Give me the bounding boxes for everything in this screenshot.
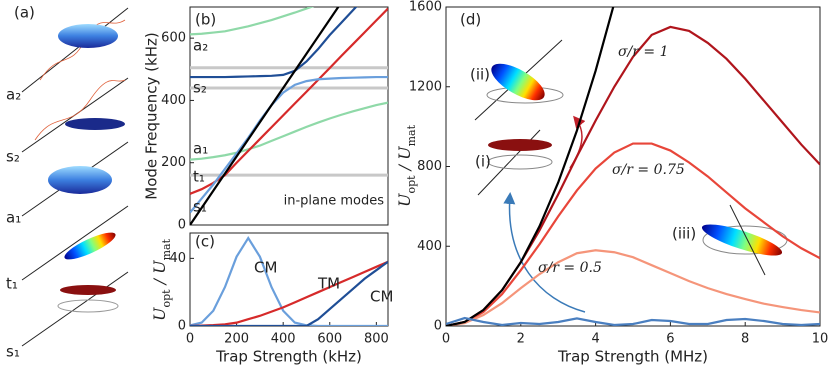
y-tick-label: 200 xyxy=(161,155,186,170)
series-label: CM xyxy=(370,288,393,306)
series-line xyxy=(190,75,388,214)
y-tick-label: 0 xyxy=(434,319,442,334)
mode-illustrations xyxy=(21,7,129,347)
series-label: σ/r = 0.75 xyxy=(612,162,685,178)
y-axis-label: Uopt / Umat xyxy=(395,124,418,207)
x-tick-label: 2 xyxy=(517,332,525,347)
y-axis-label-part: U xyxy=(150,307,169,321)
panel-label: (c) xyxy=(195,233,215,251)
series-label: s₂ xyxy=(193,79,207,97)
series-line xyxy=(190,7,358,79)
series-label: a₂ xyxy=(193,37,208,55)
mode-label: a₂ xyxy=(6,86,21,104)
series-line xyxy=(190,7,340,225)
series-line xyxy=(190,7,388,195)
series-line xyxy=(446,316,820,326)
series-label: TM xyxy=(317,275,340,293)
inset-label: (ii) xyxy=(470,66,490,84)
mode-label: s₂ xyxy=(6,148,20,166)
inset-label: (iii) xyxy=(672,225,696,243)
y-tick-label: 400 xyxy=(417,239,442,254)
x-tick-label: 600 xyxy=(317,332,342,347)
y-axis-label-part: / xyxy=(150,274,169,290)
panel-label: (a) xyxy=(14,4,35,22)
x-tick-label: 10 xyxy=(812,332,829,347)
x-tick-label: 0 xyxy=(186,332,194,347)
y-axis-label-part: opt xyxy=(160,289,173,308)
y-tick-label: 1600 xyxy=(409,0,442,15)
series-line xyxy=(190,101,388,161)
y-tick-label: 600 xyxy=(161,31,186,46)
x-tick-label: 400 xyxy=(271,332,296,347)
y-axis-label-part: U xyxy=(395,146,414,160)
series-label: σ/r = 1 xyxy=(618,44,669,60)
y-tick-label: 0 xyxy=(178,218,186,233)
series-line xyxy=(190,260,388,326)
x-tick-label: 0 xyxy=(442,332,450,347)
y-axis-label: Mode Frequency (kHz) xyxy=(143,32,161,199)
y-tick-label: 0 xyxy=(178,319,186,334)
y-axis-label: Uopt / Umat xyxy=(150,238,173,321)
x-tick-label: 8 xyxy=(741,332,749,347)
series-label: CM xyxy=(254,259,277,277)
x-tick-label: 4 xyxy=(591,332,599,347)
y-axis-label-part: U xyxy=(395,193,414,207)
y-tick-label: 800 xyxy=(417,159,442,174)
y-axis-label-part: mat xyxy=(405,124,418,146)
series-line xyxy=(446,142,820,326)
x-axis-label: Trap Strength (MHz) xyxy=(557,348,708,366)
x-tick-label: 800 xyxy=(364,332,389,347)
y-axis-label-part: opt xyxy=(405,175,418,194)
series-label: a₁ xyxy=(193,140,208,158)
y-axis-label-part: mat xyxy=(160,238,173,260)
y-axis-label-part: / xyxy=(395,160,414,176)
inset-label: (i) xyxy=(475,153,491,171)
series-label: σ/r = 0.5 xyxy=(538,260,602,276)
y-axis-label-part: U xyxy=(150,260,169,274)
series-label: t₁ xyxy=(193,168,205,186)
annotation: in-plane modes xyxy=(284,194,385,209)
series-line xyxy=(190,7,315,36)
y-tick-label: 1200 xyxy=(409,79,442,94)
plot-frame xyxy=(189,6,389,226)
series-label: s₁ xyxy=(193,198,207,216)
y-tick-label: 400 xyxy=(161,93,186,108)
series-line xyxy=(446,249,820,326)
series-line xyxy=(190,235,388,326)
mode-label: a₁ xyxy=(6,209,21,227)
series-line xyxy=(190,260,388,326)
x-tick-label: 6 xyxy=(666,332,674,347)
panel-label: (b) xyxy=(195,11,216,29)
mode-label: s₁ xyxy=(6,343,20,361)
x-tick-label: 200 xyxy=(224,332,249,347)
mode-label: t₁ xyxy=(6,275,18,293)
series-line xyxy=(446,7,615,326)
x-axis-label: Trap Strength (kHz) xyxy=(215,348,362,366)
plot-frame xyxy=(189,232,389,327)
y-tick-label: 40 xyxy=(169,251,186,266)
panel-label: (d) xyxy=(460,11,481,29)
